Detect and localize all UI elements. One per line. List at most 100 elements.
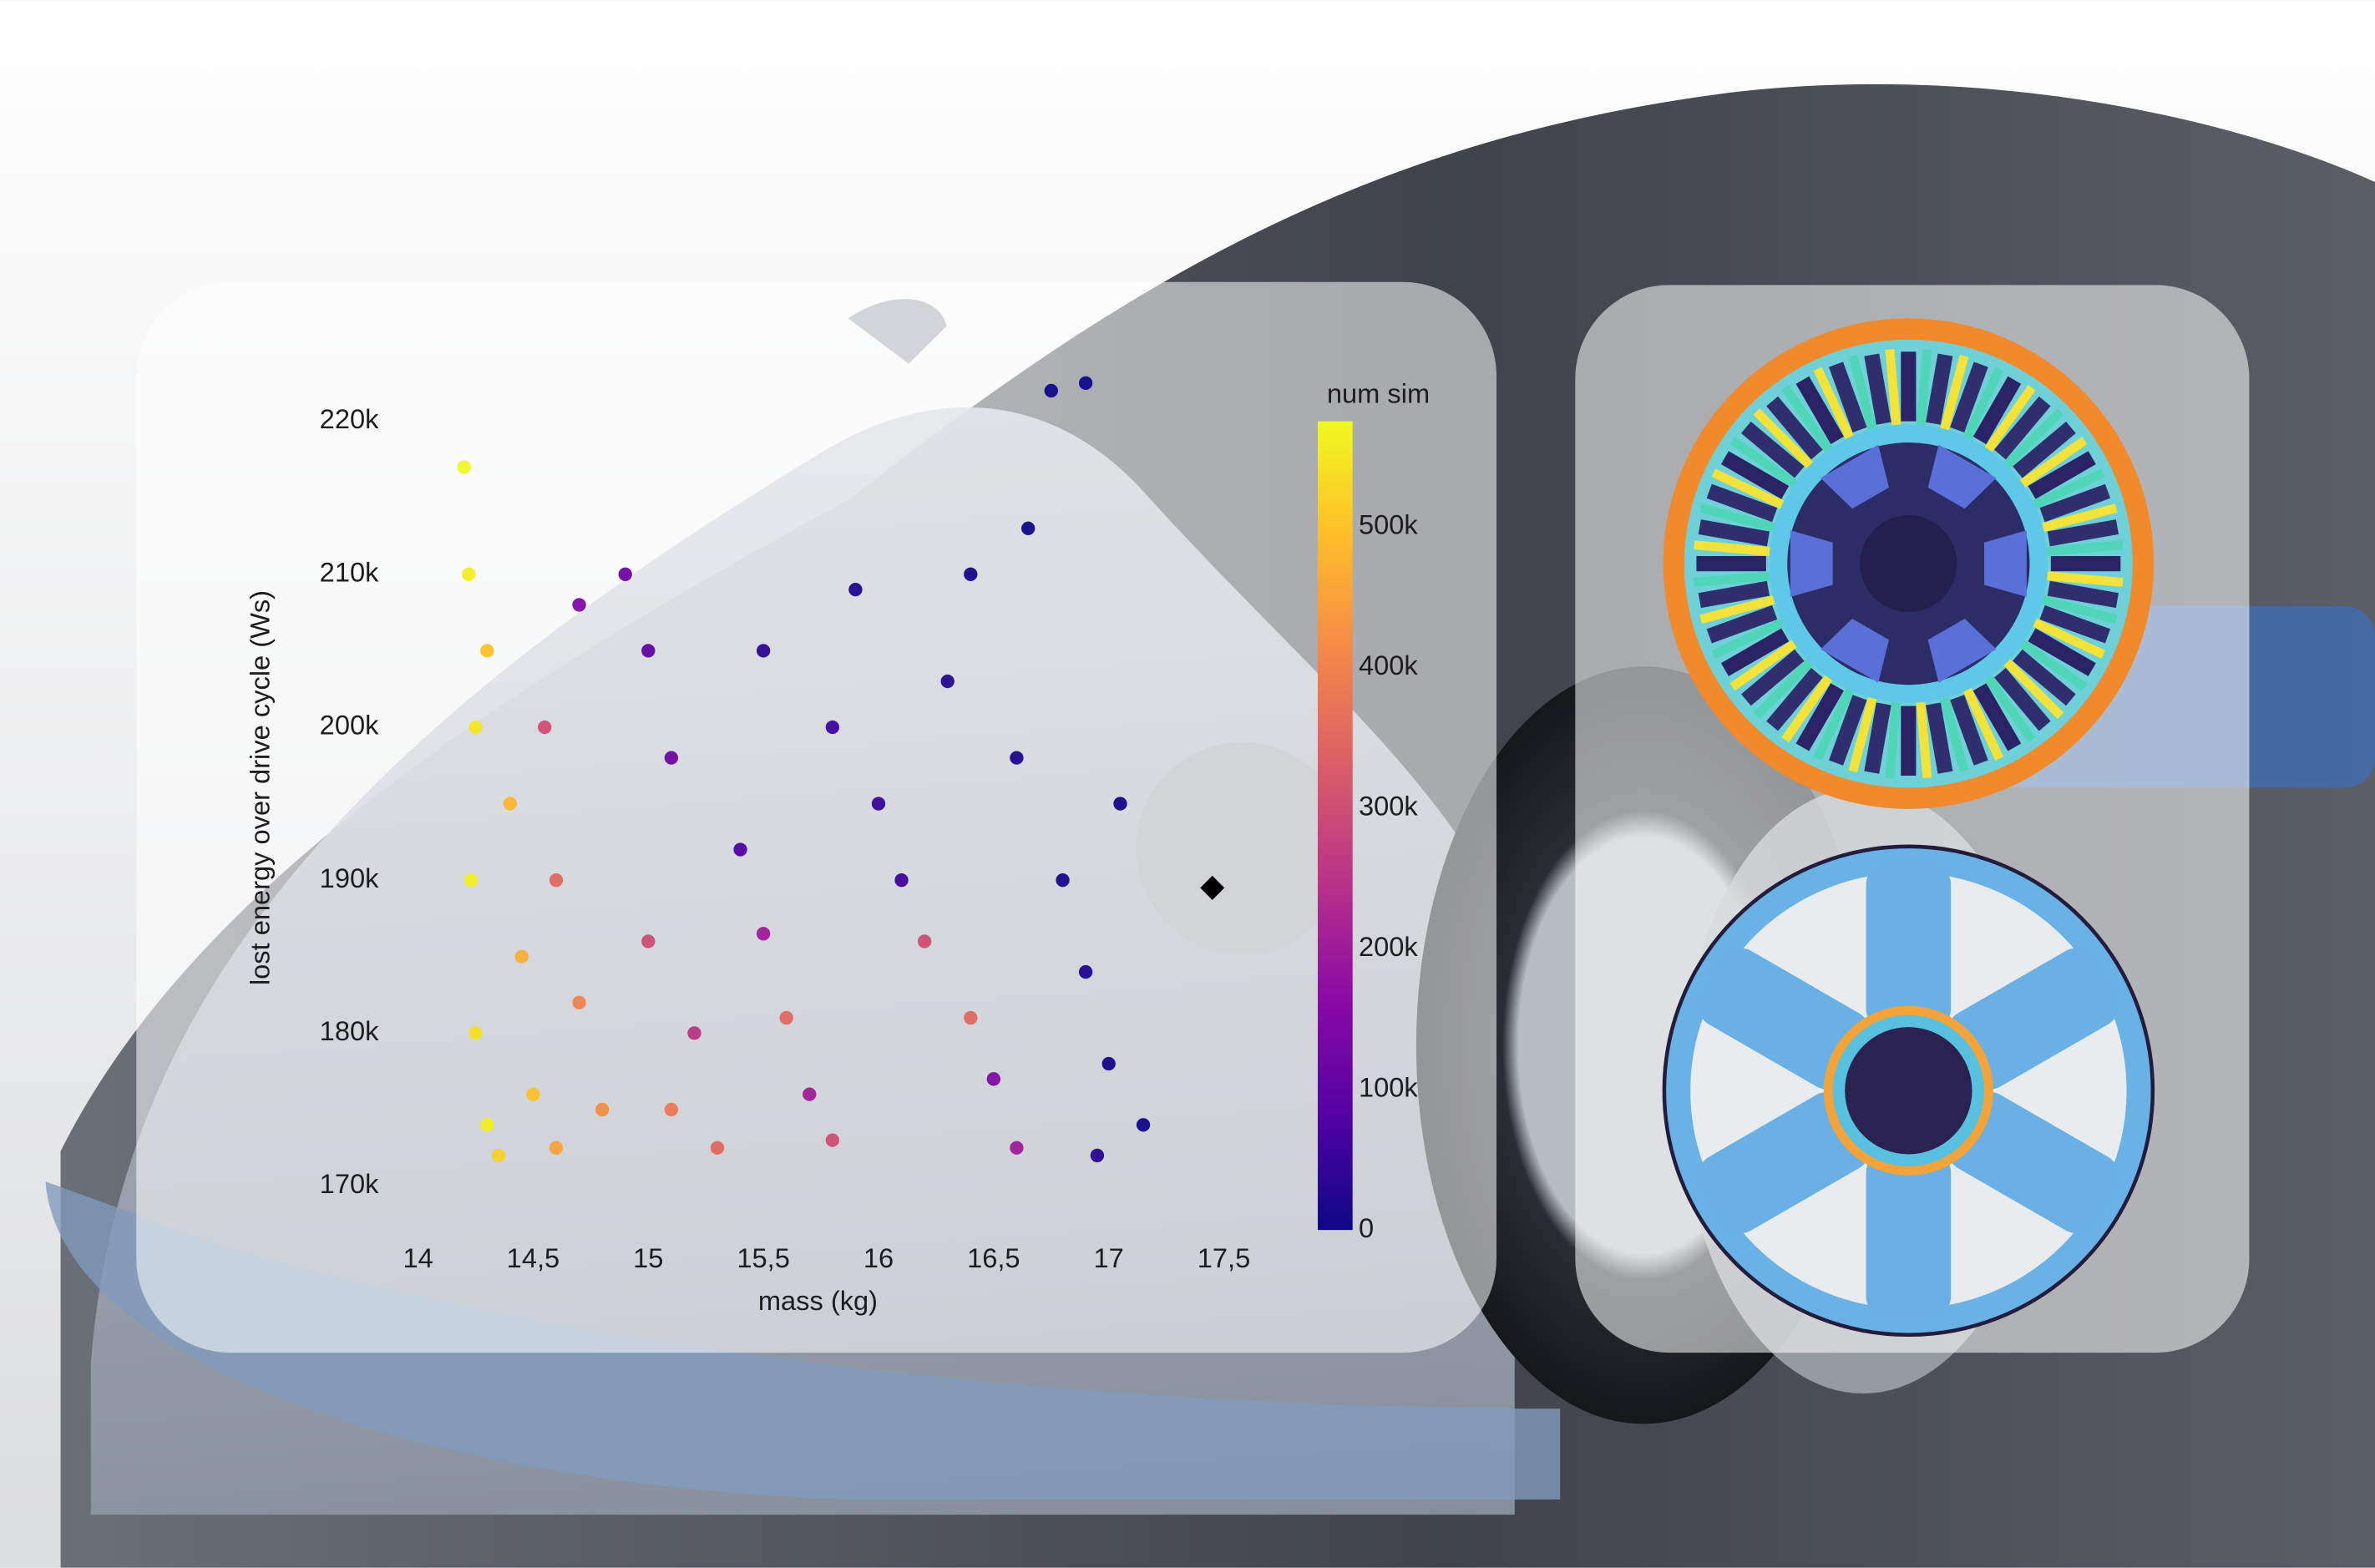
- colorbar-label: num sim: [1327, 377, 1430, 408]
- scatter-point: [825, 1133, 840, 1147]
- y-tick-label: 180k: [320, 1015, 379, 1046]
- scatter-point: [572, 598, 586, 612]
- stator-slot: [2047, 580, 2119, 609]
- scatter-point: [1056, 873, 1070, 888]
- x-tick-label: 17: [1094, 1242, 1124, 1273]
- rotor-spoke: [1698, 948, 1870, 1090]
- stator-tooth: [1962, 367, 2004, 440]
- x-tick-label: 15,5: [737, 1242, 789, 1273]
- rotor-hub: [1845, 1027, 1972, 1155]
- scatter-point: [1010, 1141, 1024, 1155]
- y-tick-label: 200k: [320, 710, 379, 741]
- stator-tooth: [1940, 696, 1969, 773]
- stator-slot: [1696, 556, 1766, 572]
- scatter-point: [940, 674, 955, 689]
- stator-slot: [2028, 628, 2096, 676]
- stator-tooth: [1753, 408, 1814, 468]
- y-axis-label: lost energy over drive cycle (Ws): [244, 590, 275, 985]
- scatter-point: [964, 567, 978, 581]
- stator-tooth: [1753, 659, 1814, 720]
- x-tick-label: 16,5: [967, 1242, 1020, 1273]
- scatter-point: [503, 797, 518, 811]
- colorbar-tick-label: 400k: [1359, 650, 1418, 680]
- stator-tooth: [1694, 571, 1770, 587]
- scatter-point: [803, 1087, 817, 1101]
- rotor-rim: [1666, 848, 2151, 1333]
- scatter-point: [1113, 797, 1127, 811]
- stator-slot: [1901, 706, 1917, 776]
- stator-tooth: [1962, 688, 2004, 761]
- stator-slot: [2050, 556, 2121, 572]
- stator-slot: [1994, 396, 2051, 460]
- rotor-magnet: [1927, 444, 1997, 509]
- scatter-point: [468, 720, 483, 735]
- scatter-point: [986, 1072, 1000, 1086]
- stator-slot: [2013, 421, 2076, 478]
- stator-slot: [1795, 683, 1844, 751]
- scatter-point: [526, 1087, 540, 1101]
- scatter-point: [549, 873, 564, 888]
- stator-tooth: [1699, 503, 1775, 533]
- chart-panel: [136, 281, 1497, 1353]
- stator-tooth: [1813, 688, 1854, 761]
- scatter-point: [572, 995, 586, 1009]
- stator-slot: [1901, 352, 1917, 422]
- stator-tooth: [1729, 640, 1797, 691]
- stator-tooth: [1711, 468, 1785, 509]
- stator-slot: [1720, 628, 1790, 676]
- stator-tooth: [2047, 540, 2124, 556]
- scatter-point: [848, 582, 863, 597]
- colorbar-tick-label: 100k: [1359, 1071, 1418, 1102]
- scatter-point: [480, 1118, 494, 1132]
- scatter-point: [1078, 964, 1093, 979]
- scatter-point: [538, 720, 552, 735]
- scatter-point: [641, 934, 656, 948]
- stator-tooth: [2047, 571, 2124, 587]
- stator-tooth: [1916, 701, 1932, 779]
- stator-tooth: [1848, 696, 1877, 773]
- scatter-point: [480, 644, 494, 658]
- stator-slot: [1741, 421, 1805, 478]
- scatter-point: [1090, 1148, 1105, 1163]
- scatter-point: [871, 797, 886, 811]
- stator-tooth: [2042, 503, 2118, 533]
- scatter-point: [514, 949, 529, 964]
- rotor-spoke: [1947, 948, 2119, 1090]
- stator-slot: [1795, 376, 1844, 444]
- scatter-point: [595, 1102, 610, 1117]
- scatter-point: [664, 1102, 679, 1117]
- scatter-point: [687, 1026, 701, 1040]
- stator-tooth: [1984, 384, 2036, 453]
- stator-tooth: [1694, 540, 1770, 556]
- scatter-point: [618, 567, 632, 581]
- stator-tooth: [2003, 659, 2064, 720]
- stator-tooth: [2003, 408, 2064, 468]
- stator-tooth: [1711, 618, 1785, 659]
- scatter-point: [825, 720, 840, 735]
- stator-tooth: [2033, 468, 2106, 509]
- scatter-point: [1101, 1056, 1116, 1071]
- car-splitter: [45, 1181, 1561, 1500]
- stator-slot: [1828, 695, 1867, 766]
- scatter-point: [710, 1141, 725, 1155]
- scatter-point: [468, 1026, 483, 1040]
- stator-tooth: [2019, 436, 2088, 488]
- stator-slot: [1926, 353, 1953, 425]
- scatter-point: [641, 644, 656, 658]
- rotor-magnet: [1927, 618, 1997, 683]
- scatter-point: [549, 1141, 564, 1155]
- scatter-point: [756, 927, 771, 941]
- scatter-point: [462, 567, 476, 581]
- stator-slot: [1741, 649, 1805, 706]
- x-axis-label: mass (kg): [758, 1285, 878, 1316]
- stator-slot: [2047, 519, 2119, 547]
- scatter-point: [917, 934, 932, 948]
- scatter-point: [664, 751, 679, 765]
- x-tick-label: 14,5: [507, 1242, 560, 1273]
- stator-slot: [1766, 667, 1823, 731]
- y-tick-label: 190k: [320, 862, 379, 893]
- rotor-magnet: [1820, 444, 1890, 509]
- rotor-magnet: [1790, 530, 1833, 597]
